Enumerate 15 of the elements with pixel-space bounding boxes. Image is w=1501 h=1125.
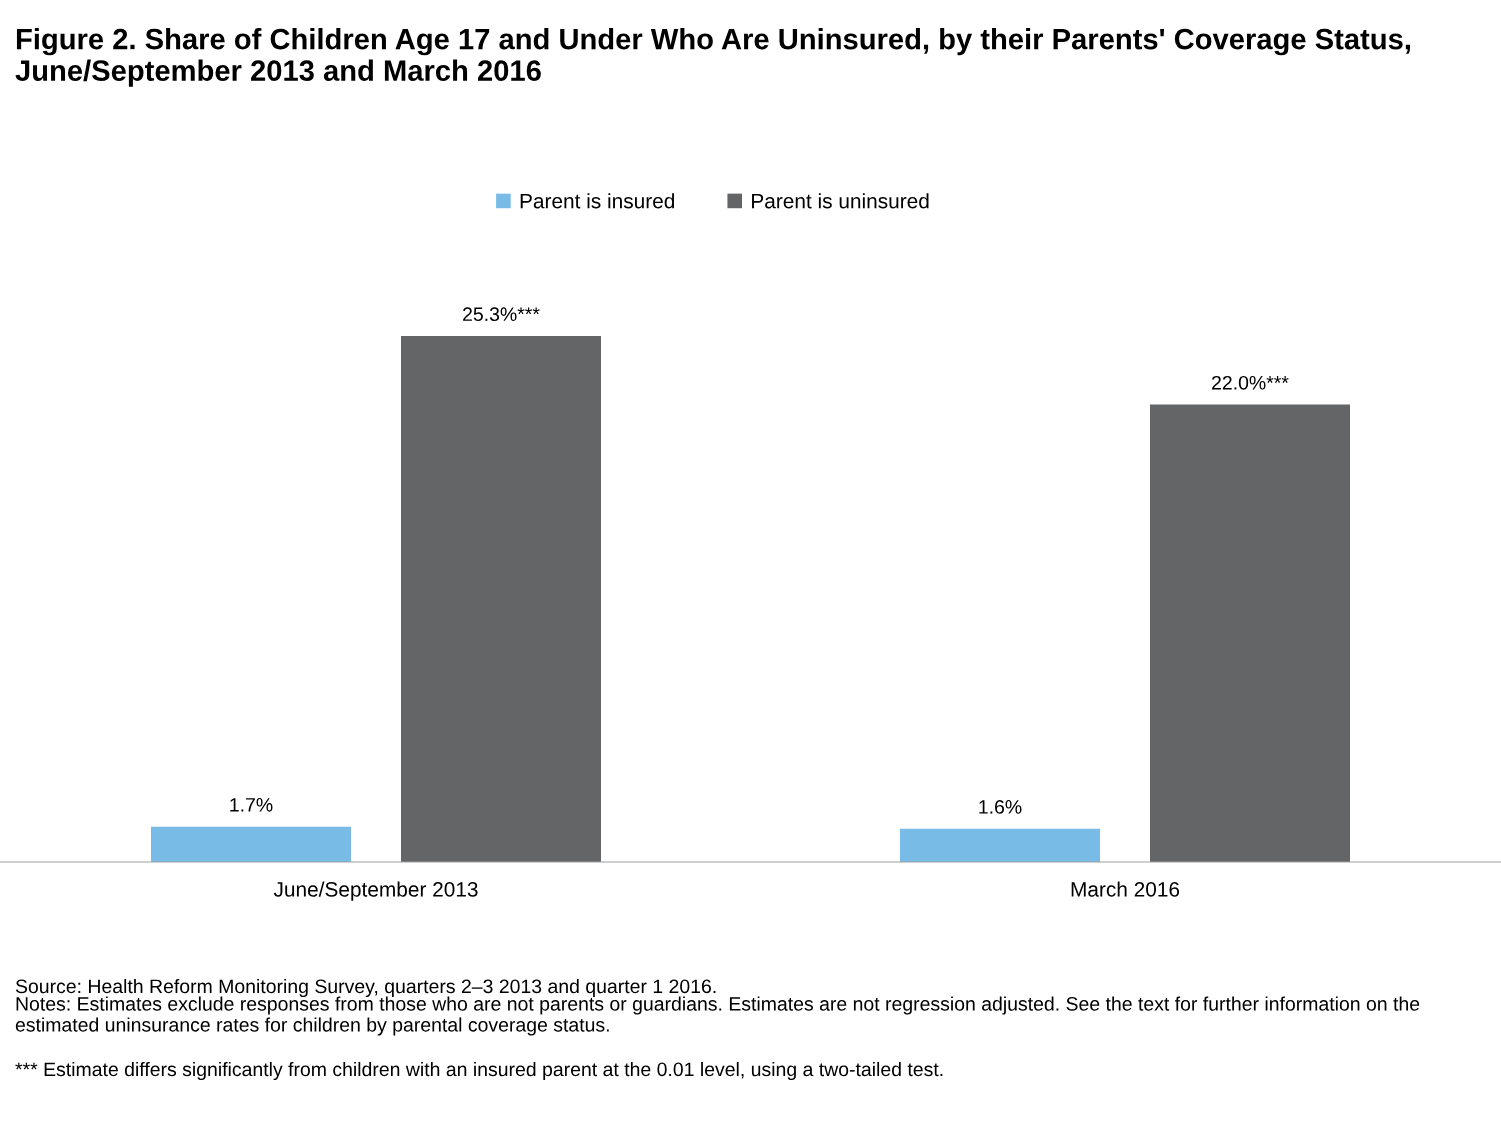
bar <box>900 828 1100 862</box>
text: Notes: Estimates exclude responses from those who are not parents or guardians. Estimates are not regression adjusted. See the text for further information on the estimated uninsurance rates for children by parental coverage status. <box>15 996 1420 1036</box>
legend-label: Parent is insured <box>520 193 675 209</box>
chart-title: Figure 2. Share of Children Age 17 and Under Who Are Uninsured, by their Parents' Coverage Status, June/September 2013 and March 2016 <box>15 28 1410 87</box>
bar <box>401 336 601 862</box>
data-label: 1.7% <box>230 798 273 812</box>
bar <box>1150 404 1350 862</box>
data-label: 22.0%*** <box>1212 375 1289 390</box>
data-label: 25.3%*** <box>463 307 540 322</box>
text: *** Estimate differs significantly from children with an insured parent at the 0.01 level, using a two-tailed test. <box>15 1061 943 1081</box>
x-tick-label: March 2016 <box>1071 881 1180 897</box>
x-tick-label: June/September 2013 <box>273 881 478 901</box>
legend-label: Parent is uninsured <box>752 193 929 209</box>
data-label: 1.6% <box>979 800 1022 814</box>
bar <box>151 826 351 862</box>
